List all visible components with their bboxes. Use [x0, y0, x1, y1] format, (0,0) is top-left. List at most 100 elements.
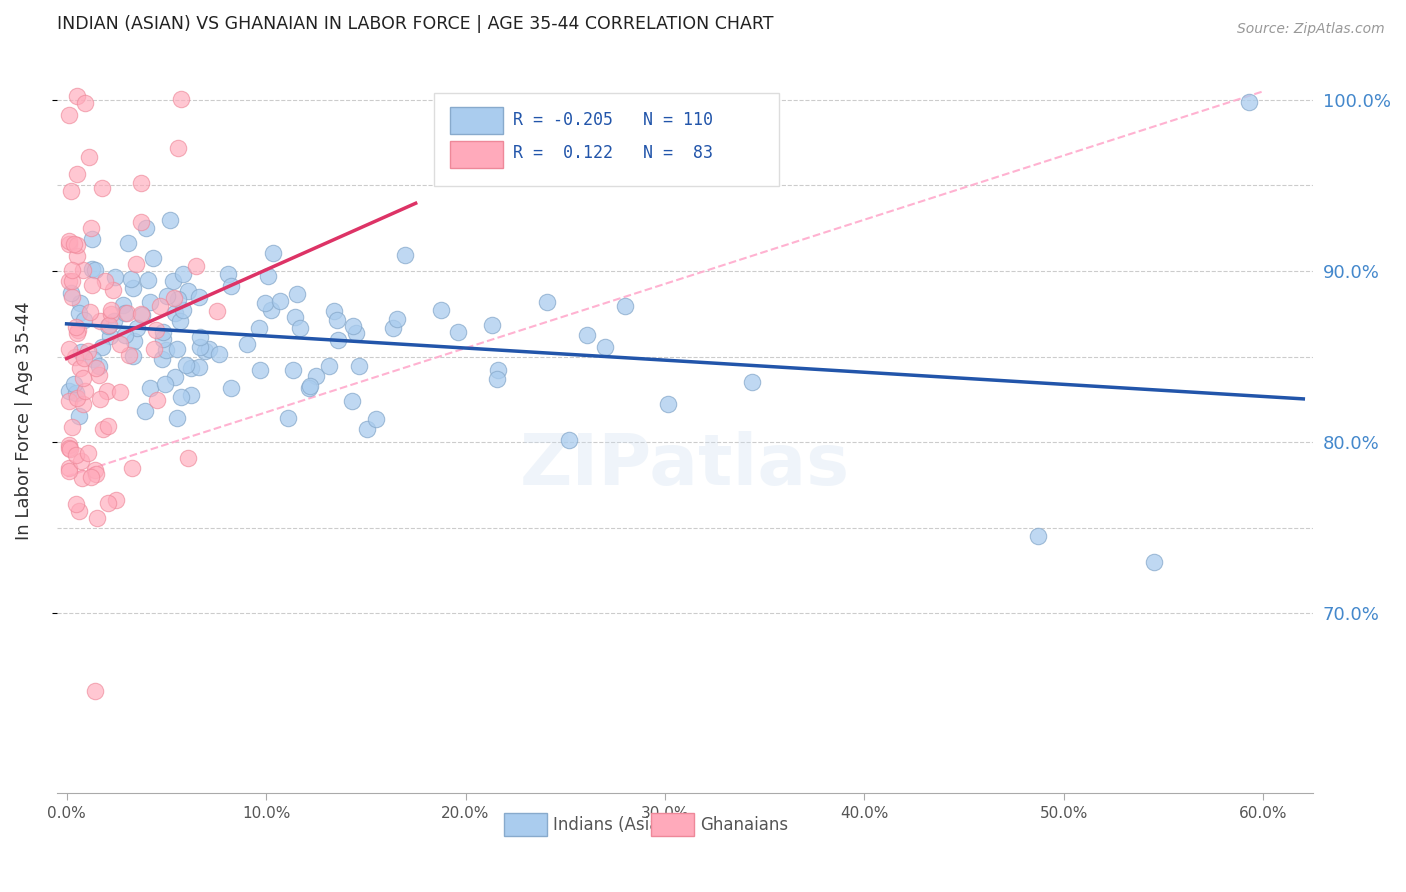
Point: [387, 312, 409, 326]
Point: [63, 377, 86, 392]
Point: [174, 359, 197, 373]
Y-axis label: In Labor Force | Age 35-44: In Labor Force | Age 35-44: [15, 301, 32, 541]
Point: [172, 303, 194, 318]
Point: [58, 438, 80, 452]
Point: [66, 238, 89, 252]
Point: [100, 302, 122, 317]
Point: [162, 274, 184, 288]
Point: [97, 419, 120, 434]
Point: [77, 150, 100, 164]
Point: [59, 184, 82, 198]
Point: [89, 314, 111, 328]
Point: [163, 370, 186, 384]
Point: [63, 236, 86, 251]
Point: [69, 295, 91, 310]
Point: [65, 448, 87, 462]
Point: [138, 272, 160, 286]
Point: [60, 290, 83, 304]
Point: [58, 441, 80, 455]
Point: [277, 411, 299, 425]
Point: [145, 393, 167, 408]
Point: [65, 350, 87, 364]
Point: [170, 390, 193, 404]
Point: [142, 251, 165, 265]
Point: [285, 287, 308, 301]
Point: [87, 368, 110, 382]
Point: [486, 363, 509, 377]
Point: [65, 89, 87, 103]
Point: [342, 393, 364, 408]
Point: [207, 303, 229, 318]
Point: [260, 303, 283, 318]
Point: [159, 213, 181, 227]
Point: [65, 497, 87, 511]
Text: Ghanaians: Ghanaians: [700, 815, 789, 833]
Point: [486, 372, 509, 386]
Point: [394, 248, 416, 262]
Point: [262, 245, 284, 260]
Point: [67, 504, 90, 518]
Point: [66, 326, 89, 341]
Point: [138, 381, 160, 395]
Point: [77, 344, 100, 359]
Point: [66, 391, 89, 405]
Point: [593, 340, 616, 354]
Point: [69, 344, 91, 359]
Point: [152, 332, 174, 346]
Point: [65, 386, 87, 401]
Point: [104, 269, 127, 284]
Point: [194, 343, 217, 358]
Point: [1026, 529, 1049, 543]
Point: [1143, 555, 1166, 569]
Point: [382, 321, 405, 335]
FancyBboxPatch shape: [503, 814, 547, 836]
Point: [283, 363, 305, 377]
Point: [110, 336, 132, 351]
Point: [576, 328, 599, 343]
Point: [150, 352, 173, 367]
Point: [73, 96, 96, 111]
Point: [75, 384, 97, 399]
Point: [172, 267, 194, 281]
Point: [249, 363, 271, 377]
Point: [89, 392, 111, 406]
Point: [58, 461, 80, 475]
Point: [180, 388, 202, 402]
Point: [103, 314, 125, 328]
Point: [323, 304, 346, 318]
Point: [326, 312, 349, 326]
Point: [657, 397, 679, 411]
Point: [177, 450, 200, 465]
Point: [66, 167, 89, 181]
Text: R =  0.122   N =  83: R = 0.122 N = 83: [513, 145, 713, 162]
Point: [58, 274, 80, 288]
Point: [111, 298, 134, 312]
Point: [217, 267, 239, 281]
Point: [257, 268, 280, 283]
Point: [80, 261, 103, 276]
Text: ZIPatlas: ZIPatlas: [520, 431, 851, 500]
Point: [122, 281, 145, 295]
Point: [177, 284, 200, 298]
Point: [86, 511, 108, 525]
Point: [155, 343, 177, 358]
Point: [58, 108, 80, 122]
Text: Source: ZipAtlas.com: Source: ZipAtlas.com: [1237, 22, 1385, 37]
Point: [290, 321, 312, 335]
Text: INDIAN (ASIAN) VS GHANAIAN IN LABOR FORCE | AGE 35-44 CORRELATION CHART: INDIAN (ASIAN) VS GHANAIAN IN LABOR FORC…: [56, 15, 773, 33]
Point: [100, 307, 122, 321]
Point: [298, 381, 321, 395]
Point: [80, 470, 103, 484]
Point: [163, 305, 186, 319]
Point: [97, 318, 120, 333]
Point: [58, 236, 80, 251]
Point: [342, 318, 364, 333]
Point: [129, 215, 152, 229]
Point: [254, 296, 277, 310]
Point: [318, 359, 340, 373]
Point: [72, 263, 94, 277]
Point: [129, 176, 152, 190]
Point: [79, 305, 101, 319]
Point: [169, 314, 191, 328]
Point: [96, 384, 118, 398]
